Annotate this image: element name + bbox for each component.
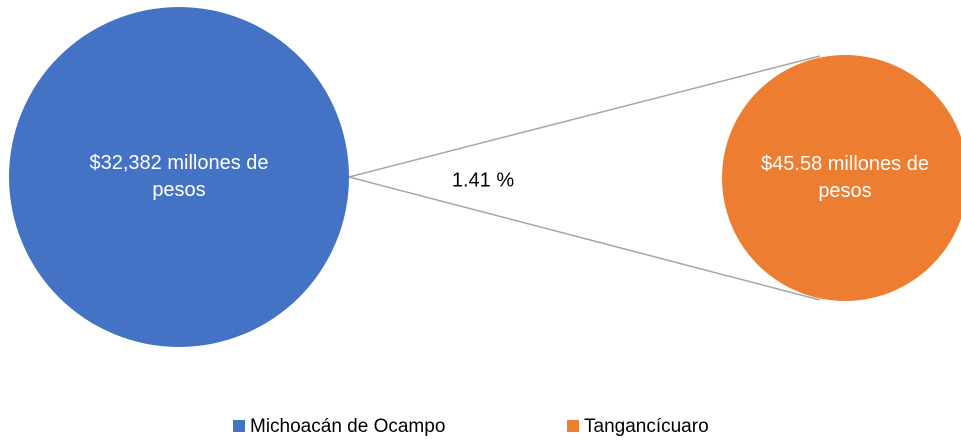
data-label: $32,382 millones de pesos [89,152,268,201]
legend-swatch [233,420,245,432]
connector-line [348,176,821,301]
annotation: 1.41 % [452,169,514,191]
legend-label: Tangancícuaro [584,416,709,437]
data-label: $45.58 millones de pesos [761,153,929,202]
legend-swatch [567,420,579,432]
connector-line [348,55,821,178]
legend-label: Michoacán de Ocampo [250,416,445,437]
bubble [722,55,961,301]
bubble [9,7,349,347]
